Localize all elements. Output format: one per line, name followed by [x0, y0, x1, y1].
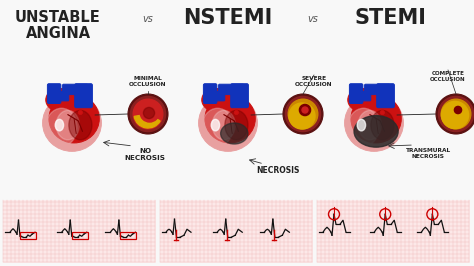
- Circle shape: [289, 103, 315, 129]
- FancyBboxPatch shape: [48, 92, 69, 101]
- Circle shape: [285, 96, 320, 132]
- Ellipse shape: [55, 119, 64, 131]
- Ellipse shape: [205, 95, 255, 143]
- FancyBboxPatch shape: [349, 84, 363, 103]
- FancyBboxPatch shape: [365, 84, 390, 95]
- Ellipse shape: [199, 95, 257, 151]
- Ellipse shape: [371, 110, 394, 140]
- Circle shape: [128, 94, 168, 134]
- Text: STEMI: STEMI: [354, 8, 426, 28]
- Text: NSTEMI: NSTEMI: [183, 8, 273, 28]
- Ellipse shape: [212, 110, 236, 140]
- Circle shape: [436, 94, 474, 134]
- FancyBboxPatch shape: [47, 84, 61, 103]
- Ellipse shape: [202, 88, 229, 111]
- FancyBboxPatch shape: [350, 92, 371, 101]
- Circle shape: [300, 104, 310, 116]
- Bar: [72, 232, 88, 239]
- Ellipse shape: [348, 108, 379, 146]
- Bar: [20, 232, 36, 239]
- Circle shape: [288, 99, 318, 129]
- Circle shape: [438, 96, 474, 132]
- Ellipse shape: [348, 88, 375, 111]
- Ellipse shape: [221, 123, 248, 144]
- FancyBboxPatch shape: [203, 84, 217, 103]
- Circle shape: [441, 99, 471, 129]
- Ellipse shape: [345, 95, 403, 151]
- Text: UNSTABLE
ANGINA: UNSTABLE ANGINA: [15, 10, 101, 41]
- FancyBboxPatch shape: [231, 84, 248, 108]
- Text: NECROSIS: NECROSIS: [256, 166, 300, 175]
- Circle shape: [78, 110, 82, 115]
- Wedge shape: [134, 114, 160, 128]
- Ellipse shape: [46, 108, 77, 146]
- Ellipse shape: [357, 119, 365, 131]
- Bar: [160, 200, 312, 262]
- Text: NO
NECROSIS: NO NECROSIS: [125, 148, 165, 161]
- Circle shape: [380, 110, 384, 115]
- FancyBboxPatch shape: [377, 84, 394, 108]
- Circle shape: [130, 96, 165, 132]
- Text: SEVERE
OCCLUSION: SEVERE OCCLUSION: [295, 76, 333, 87]
- Text: COMPLETE
OCCLUSION: COMPLETE OCCLUSION: [430, 71, 466, 82]
- Bar: [317, 200, 469, 262]
- Ellipse shape: [46, 88, 73, 111]
- Circle shape: [441, 101, 469, 128]
- Circle shape: [302, 107, 308, 113]
- FancyBboxPatch shape: [204, 92, 225, 101]
- Ellipse shape: [202, 108, 233, 146]
- FancyBboxPatch shape: [219, 84, 244, 95]
- Circle shape: [144, 107, 155, 119]
- Ellipse shape: [351, 95, 401, 143]
- Ellipse shape: [225, 110, 248, 140]
- Ellipse shape: [56, 110, 79, 140]
- Text: vs: vs: [143, 14, 154, 24]
- Text: TRANSMURAL
NECROSIS: TRANSMURAL NECROSIS: [405, 148, 451, 159]
- Circle shape: [455, 106, 462, 114]
- Ellipse shape: [373, 94, 392, 110]
- Ellipse shape: [354, 116, 398, 147]
- Ellipse shape: [43, 95, 101, 151]
- Circle shape: [133, 99, 163, 129]
- Ellipse shape: [358, 110, 382, 140]
- Ellipse shape: [71, 94, 90, 110]
- Ellipse shape: [49, 95, 99, 143]
- Circle shape: [234, 110, 238, 115]
- FancyBboxPatch shape: [63, 84, 88, 95]
- Text: MINIMAL
OCCLUSION: MINIMAL OCCLUSION: [129, 76, 167, 87]
- Bar: [120, 232, 137, 239]
- Bar: [3, 200, 155, 262]
- Ellipse shape: [211, 119, 219, 131]
- FancyBboxPatch shape: [75, 84, 92, 108]
- Ellipse shape: [69, 110, 92, 140]
- Circle shape: [140, 103, 159, 122]
- Ellipse shape: [227, 94, 246, 110]
- Circle shape: [283, 94, 323, 134]
- Text: vs: vs: [308, 14, 319, 24]
